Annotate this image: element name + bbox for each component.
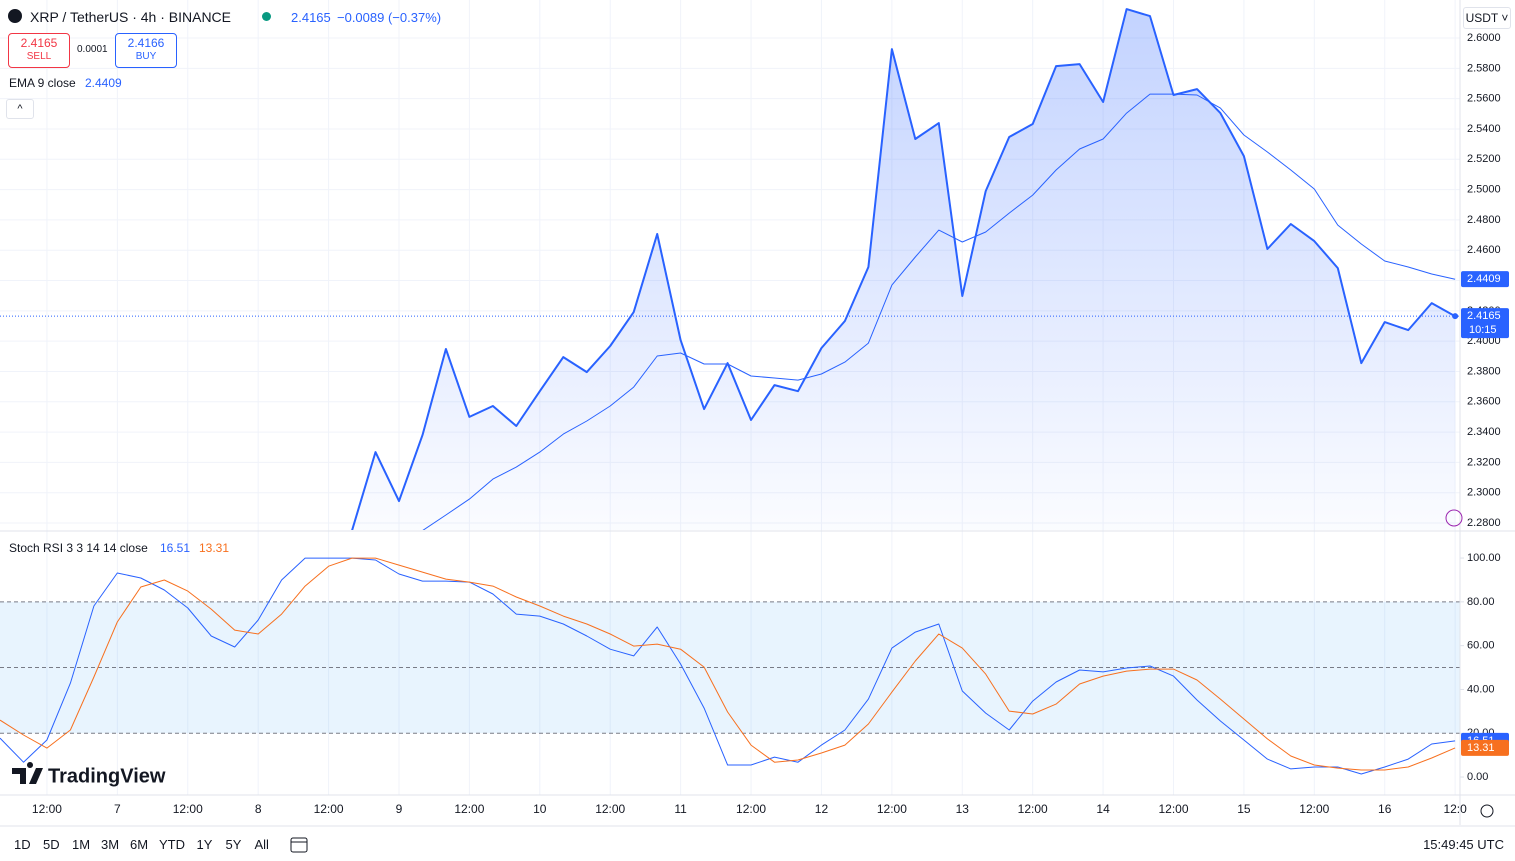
x-tick-label: 12:00 (314, 802, 344, 816)
stoch-line (0, 557, 1456, 775)
currency: USDT (1465, 11, 1499, 25)
y-tick-label: 2.5400 (1467, 123, 1501, 135)
x-tick-label: 12:00 (736, 802, 766, 816)
price-line (351, 8, 1456, 530)
y-tick-label: 2.5600 (1467, 93, 1501, 105)
x-tick-label: 16 (1378, 802, 1392, 816)
x-tick-label: 12:00 (1158, 802, 1188, 816)
range-button[interactable]: All (254, 837, 269, 852)
x-tick-label: 12:00 (1299, 802, 1329, 816)
x-tick-label: 15 (1237, 802, 1251, 816)
symbol-icon (8, 9, 22, 23)
sell-label: SELL (26, 51, 52, 62)
sell-button[interactable]: 2.4165 SELL (8, 33, 70, 68)
ema-value: 2.4409 (85, 76, 122, 90)
y-tick-label: 2.3200 (1467, 456, 1501, 468)
range-button[interactable]: 5D (43, 837, 60, 852)
clock: 15:49:45 UTC (1423, 837, 1504, 852)
countdown: 10:15 (1469, 324, 1497, 336)
logo: TradingView (12, 762, 166, 787)
settings-icon[interactable] (1480, 804, 1494, 818)
price-area (352, 9, 1456, 530)
y-tick-label: 80.00 (1467, 596, 1495, 608)
x-tick-label: 12 (815, 802, 829, 816)
y-tick-label: 2.4800 (1467, 214, 1501, 226)
y-tick-label: 2.5000 (1467, 184, 1501, 196)
stoch-line (0, 557, 1456, 771)
status-dot (262, 12, 271, 21)
price-badge-label: 2.4165 (1467, 310, 1501, 322)
collapse-button[interactable]: ^ (6, 99, 34, 119)
price-badge (1461, 308, 1509, 339)
last-price-dot (1452, 313, 1459, 320)
y-tick-label: 2.5200 (1467, 153, 1501, 165)
stoch-legend: Stoch RSI 3 3 14 14 close (9, 541, 148, 555)
stoch-k-value: 16.51 (160, 541, 191, 555)
price: 2.4165 (291, 10, 331, 25)
y-tick-label: 2.6000 (1467, 32, 1501, 44)
y-tick-label: 0.00 (1467, 771, 1488, 783)
price-badge (1461, 271, 1509, 288)
logo-text: TradingView (48, 765, 166, 787)
range-button[interactable]: 1Y (196, 837, 213, 852)
stoch-d-value: 13.31 (199, 541, 230, 555)
x-tick-label: 12:00 (454, 802, 484, 816)
y-tick-label: 100.00 (1467, 552, 1501, 564)
y-tick-label: 2.2800 (1467, 517, 1501, 529)
buy-label: BUY (135, 51, 157, 62)
x-tick-label: 7 (114, 802, 121, 816)
y-tick-label: 2.3400 (1467, 426, 1501, 438)
x-tick-label: 9 (396, 802, 403, 816)
y-tick-label: 2.5800 (1467, 62, 1501, 74)
price-badge (1461, 739, 1509, 756)
range-button[interactable]: 3M (101, 837, 120, 852)
range-button[interactable]: 1D (14, 837, 31, 852)
calendar-icon[interactable] (290, 837, 308, 853)
y-tick-label: 40.00 (1467, 683, 1495, 695)
x-tick-label: 12:0 (1443, 802, 1467, 816)
y-tick-label: 2.3800 (1467, 365, 1501, 377)
price-badge-label: 2.4409 (1467, 273, 1501, 285)
x-tick-label: 13 (956, 802, 970, 816)
x-tick-label: 12:00 (173, 802, 203, 816)
price-badge-label: 13.31 (1467, 742, 1495, 754)
range-button[interactable]: 6M (130, 837, 149, 852)
y-tick-label: 2.3000 (1467, 487, 1501, 499)
buy-button[interactable]: 2.4166 BUY (115, 33, 177, 68)
range-button[interactable]: 1M (72, 837, 91, 852)
x-tick-label: 12:00 (1018, 802, 1048, 816)
alert-icon[interactable] (1445, 509, 1463, 527)
x-tick-label: 8 (255, 802, 262, 816)
symbol: XRP / TetherUS · 4h · BINANCE (30, 9, 231, 25)
range-button[interactable]: YTD (159, 837, 185, 852)
y-tick-label: 2.4600 (1467, 244, 1501, 256)
x-tick-label: 14 (1096, 802, 1110, 816)
price-change: −0.0089 (−0.37%) (337, 10, 442, 25)
y-tick-label: 2.3600 (1467, 396, 1501, 408)
buy-price: 2.4166 (127, 36, 165, 50)
currency-button[interactable]: USDT ˅ (1463, 7, 1511, 29)
ema-legend: EMA 9 close (9, 76, 76, 90)
x-tick-label: 10 (533, 802, 547, 816)
x-tick-label: 11 (674, 802, 687, 816)
ema-line (422, 93, 1456, 530)
spread: 0.0001 (77, 44, 108, 55)
range-button[interactable]: 5Y (225, 837, 242, 852)
y-tick-label: 60.00 (1467, 640, 1495, 652)
x-tick-label: 12:00 (32, 802, 62, 816)
x-tick-label: 12:00 (877, 802, 907, 816)
x-tick-label: 12:00 (595, 802, 625, 816)
sell-price: 2.4165 (20, 36, 58, 50)
